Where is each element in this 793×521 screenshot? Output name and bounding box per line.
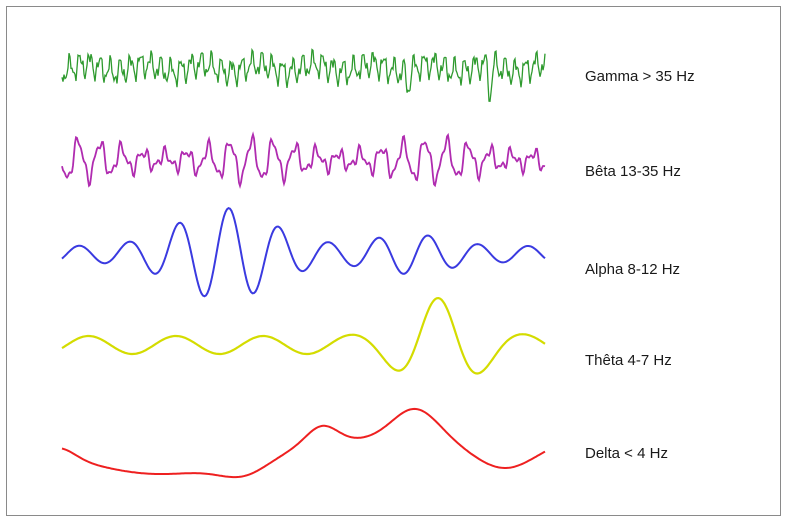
delta-waveform bbox=[61, 407, 546, 479]
theta-label: Thêta 4-7 Hz bbox=[585, 352, 672, 369]
alpha-label: Alpha 8-12 Hz bbox=[585, 261, 681, 278]
delta-label: Delta < 4 Hz bbox=[585, 445, 668, 462]
alpha-waveform bbox=[61, 206, 546, 298]
beta-waveform bbox=[61, 131, 546, 190]
gamma-waveform bbox=[61, 47, 546, 103]
gamma-label: Gamma > 35 Hz bbox=[585, 68, 695, 85]
beta-label: Bêta 13-35 Hz bbox=[585, 163, 681, 180]
theta-waveform bbox=[61, 296, 546, 375]
